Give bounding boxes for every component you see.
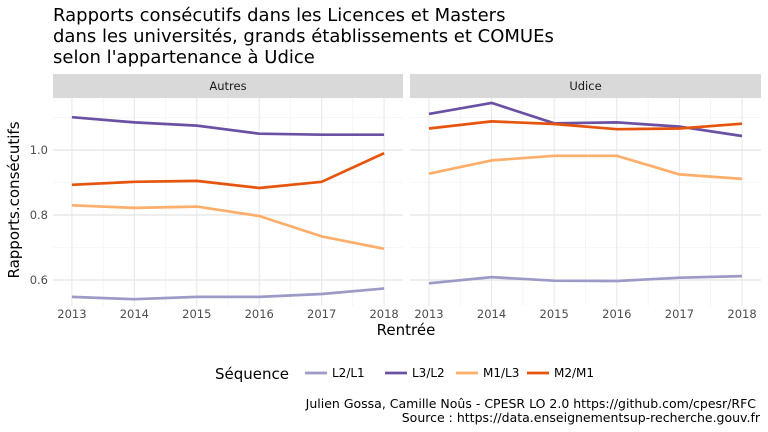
x-tick-label: 2016 — [602, 307, 631, 321]
strip-label: Udice — [569, 79, 601, 93]
y-axis-title: Rapports.consécutifs — [5, 121, 23, 278]
x-tick-label: 2015 — [540, 307, 569, 321]
legend-item-m2-m1: M2/M1 — [527, 366, 594, 380]
legend: Séquence L2/L1 L3/L2 M1/L3 M2/M1 — [215, 365, 594, 383]
series-line-m1-l3 — [428, 154, 743, 181]
series-line-m2-m1 — [428, 120, 743, 131]
caption: Julien Gossa, Camille Noûs - CPESR LO 2.… — [305, 396, 761, 425]
panel-udice: Udice 2013 2014 2015 2016 2017 2018 — [410, 74, 761, 321]
y-tick-label: 0.6 — [30, 273, 48, 287]
x-tick-label: 2017 — [307, 307, 336, 321]
legend-item-l2-l1: L2/L1 — [305, 366, 365, 380]
legend-title: Séquence — [215, 365, 289, 383]
x-tick-label: 2013 — [414, 307, 443, 321]
legend-label: M2/M1 — [554, 366, 594, 380]
x-tick-label: 2017 — [665, 307, 694, 321]
series-line-l2-l1 — [71, 287, 385, 301]
legend-label: M1/L3 — [483, 366, 519, 380]
panel-autres: Autres 2013 2014 2015 2016 2017 2018 — [53, 74, 403, 321]
title-line-3: selon l'appartenance à Udice — [53, 47, 315, 68]
facet-panels: Autres 2013 2014 2015 2016 2017 2018 Udice 2013 2… — [53, 74, 761, 321]
y-tick-label: 0.8 — [30, 208, 48, 222]
x-tick-label: 2018 — [727, 307, 756, 321]
y-axis: 0.6 0.8 1.0 — [30, 143, 48, 287]
strip-label: Autres — [209, 79, 246, 93]
title-line-1: Rapports consécutifs dans les Licences e… — [53, 5, 505, 26]
x-tick-label: 2014 — [120, 307, 149, 321]
legend-item-l3-l2: L3/L2 — [385, 366, 445, 380]
caption-authors: Julien Gossa, Camille Noûs - CPESR LO 2.… — [305, 396, 757, 411]
series-line-m1-l3 — [71, 203, 385, 251]
x-tick-label: 2014 — [477, 307, 506, 321]
x-tick-label: 2016 — [245, 307, 274, 321]
chart-title: Rapports consécutifs dans les Licences e… — [53, 5, 554, 68]
strip-background — [410, 74, 761, 98]
x-tick-label: 2018 — [369, 307, 398, 321]
x-axis-title: Rentrée — [377, 321, 436, 339]
legend-label: L2/L1 — [332, 366, 365, 380]
legend-label: L3/L2 — [412, 366, 445, 380]
legend-item-m1-l3: M1/L3 — [456, 366, 519, 380]
title-line-2: dans les universités, grands établisseme… — [53, 26, 554, 47]
series-line-l3-l2 — [71, 115, 385, 137]
caption-source: Source : https://data.enseignementsup-re… — [402, 410, 761, 425]
series-line-m2-m1 — [71, 151, 385, 190]
x-tick-label: 2015 — [182, 307, 211, 321]
series-line-l2-l1 — [428, 274, 743, 285]
y-tick-label: 1.0 — [30, 143, 48, 157]
x-tick-label: 2013 — [57, 307, 86, 321]
strip-background — [53, 74, 403, 98]
